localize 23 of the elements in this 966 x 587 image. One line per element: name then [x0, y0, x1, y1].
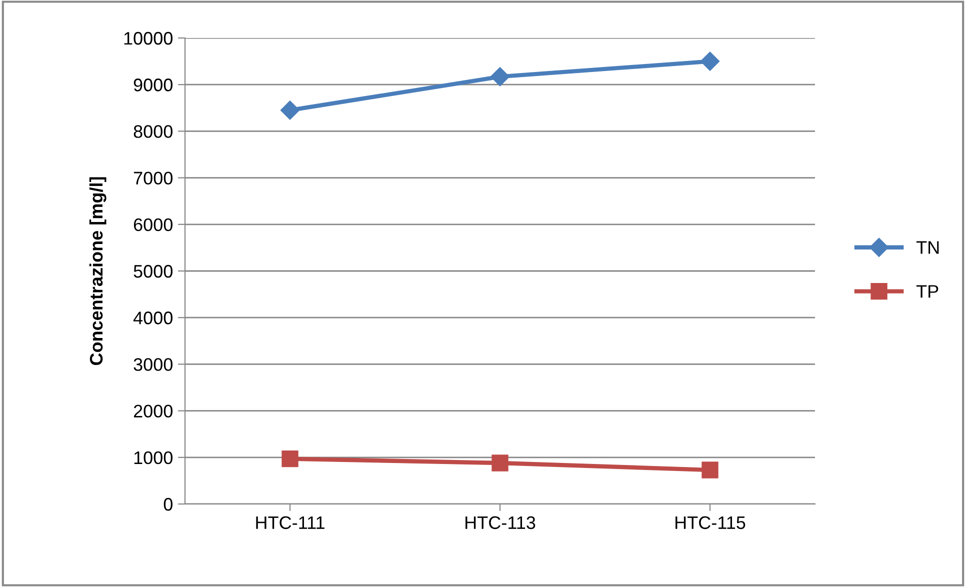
y-tick-label: 5000	[134, 264, 172, 278]
legend-label: TP	[916, 285, 938, 298]
y-tick-label: 10000	[124, 32, 172, 45]
y-tick-label: 3000	[134, 358, 172, 371]
point	[282, 450, 298, 468]
y-tick-label: 4000	[133, 312, 172, 324]
point	[700, 52, 720, 71]
y-axis-title: Concentrazione [mg/l]	[89, 177, 106, 366]
legend-label: TN	[916, 241, 939, 254]
x-tick-label: HTC-111	[256, 516, 324, 530]
y-tick-label: 8000	[134, 125, 172, 138]
y-tick-label: 9000	[134, 78, 172, 92]
y-tick-label: 0	[164, 498, 172, 511]
point	[280, 100, 300, 120]
y-tick-label: 1000	[134, 451, 172, 464]
y-tick-label: 2000	[134, 404, 172, 418]
point	[492, 454, 508, 472]
point	[702, 462, 718, 478]
y-tick-label: 7000	[134, 172, 172, 185]
point	[490, 67, 510, 86]
x-tick-label: HTC-115	[676, 516, 746, 530]
y-tick-label: 6000	[134, 218, 172, 232]
x-tick-label: HTC-113	[466, 516, 536, 530]
